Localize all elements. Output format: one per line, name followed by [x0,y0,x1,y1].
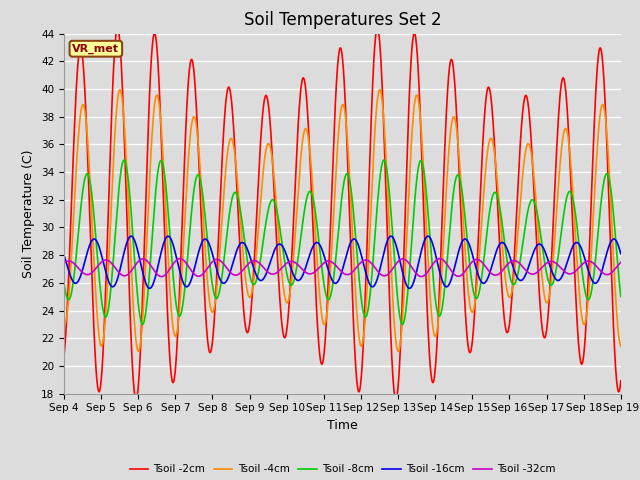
Tsoil -16cm [617,251,625,257]
Tsoil -32cm [552,260,559,266]
Tsoil -32cm [617,260,625,265]
Tsoil -32cm [171,259,179,265]
X-axis label: Time: Time [327,419,358,432]
Tsoil -8cm [552,271,559,276]
Line: Tsoil -32cm: Tsoil -32cm [64,259,621,276]
Tsoil -32cm [176,256,184,262]
Tsoil -2cm [184,81,192,86]
Tsoil -32cm [502,263,510,269]
Tsoil -4cm [429,329,437,335]
Tsoil -2cm [502,328,510,334]
Tsoil -8cm [139,322,147,327]
Line: Tsoil -16cm: Tsoil -16cm [64,236,621,288]
Tsoil -32cm [185,264,193,269]
Tsoil -16cm [170,246,178,252]
Tsoil -2cm [374,25,381,31]
Tsoil -16cm [387,233,395,239]
Tsoil -32cm [247,259,255,264]
Tsoil -4cm [502,283,510,289]
Tsoil -16cm [406,286,413,291]
Tsoil -8cm [184,247,192,253]
Tsoil -2cm [552,172,559,178]
Text: VR_met: VR_met [72,44,119,54]
Tsoil -2cm [617,378,625,384]
Tsoil -2cm [429,379,437,384]
Line: Tsoil -2cm: Tsoil -2cm [64,28,621,400]
Tsoil -16cm [60,252,68,258]
Tsoil -16cm [429,244,437,250]
Line: Tsoil -4cm: Tsoil -4cm [64,90,621,351]
Tsoil -4cm [134,348,142,354]
Tsoil -32cm [60,260,68,266]
Tsoil -16cm [184,284,191,289]
Tsoil -8cm [171,289,179,295]
Tsoil -2cm [171,373,179,379]
Tsoil -4cm [184,159,192,165]
Tsoil -4cm [246,294,254,300]
Tsoil -16cm [502,244,510,250]
Tsoil -2cm [60,353,68,359]
Tsoil -4cm [617,343,625,349]
Tsoil -4cm [376,87,383,93]
Tsoil -16cm [552,276,559,282]
Tsoil -32cm [157,274,165,279]
Y-axis label: Soil Temperature (C): Soil Temperature (C) [22,149,35,278]
Tsoil -4cm [552,227,559,232]
Tsoil -8cm [502,252,510,258]
Tsoil -2cm [132,397,140,403]
Tsoil -4cm [171,333,179,338]
Tsoil -2cm [246,313,254,319]
Tsoil -32cm [429,261,437,266]
Tsoil -8cm [617,294,625,300]
Line: Tsoil -8cm: Tsoil -8cm [64,160,621,324]
Tsoil -4cm [60,322,68,327]
Tsoil -16cm [246,254,254,260]
Legend: Tsoil -2cm, Tsoil -4cm, Tsoil -8cm, Tsoil -16cm, Tsoil -32cm: Tsoil -2cm, Tsoil -4cm, Tsoil -8cm, Tsoi… [125,460,559,479]
Tsoil -8cm [60,280,68,286]
Tsoil -8cm [380,157,388,163]
Title: Soil Temperatures Set 2: Soil Temperatures Set 2 [244,11,441,29]
Tsoil -8cm [246,276,254,281]
Tsoil -8cm [429,279,437,285]
